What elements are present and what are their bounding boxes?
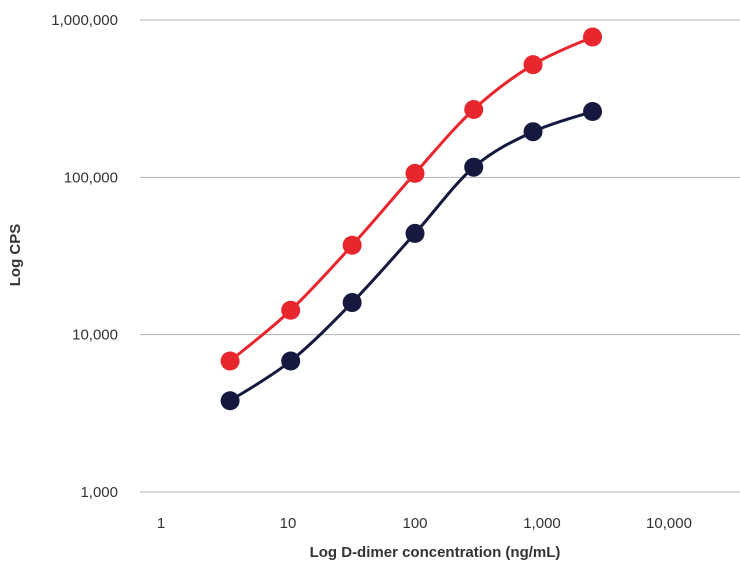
grid [140,19,740,493]
y-tick-label: 100,000 [64,169,118,186]
x-tick-label: 1 [157,515,165,532]
x-axis-ticks: 1 10 100 1,000 10,000 [157,515,692,532]
data-point [281,351,301,371]
y-tick-label: 10,000 [72,327,118,344]
y-tick-label: 1,000,000 [51,12,118,29]
y-axis-ticks: 1,000 10,000 100,000 1,000,000 [51,12,118,501]
data-point [405,163,425,183]
data-point [220,391,240,411]
data-point [583,27,603,47]
y-tick-label: 1,000 [80,484,118,501]
y-axis-title: Log CPS [7,224,24,287]
data-point [405,223,425,243]
data-point [464,99,484,119]
x-tick-label: 10,000 [646,515,692,532]
series-1 [220,27,603,371]
x-tick-label: 100 [402,515,427,532]
data-point [342,235,362,255]
data-point [583,102,603,122]
series-layer [220,27,603,411]
x-tick-label: 1,000 [523,515,561,532]
data-point [523,55,543,75]
data-point [281,300,301,320]
series-2 [220,102,603,411]
x-axis-title: Log D-dimer concentration (ng/mL) [310,544,561,561]
data-point [464,157,484,177]
data-point [220,351,240,371]
data-point [342,293,362,313]
data-point [523,122,543,142]
x-tick-label: 10 [280,515,297,532]
